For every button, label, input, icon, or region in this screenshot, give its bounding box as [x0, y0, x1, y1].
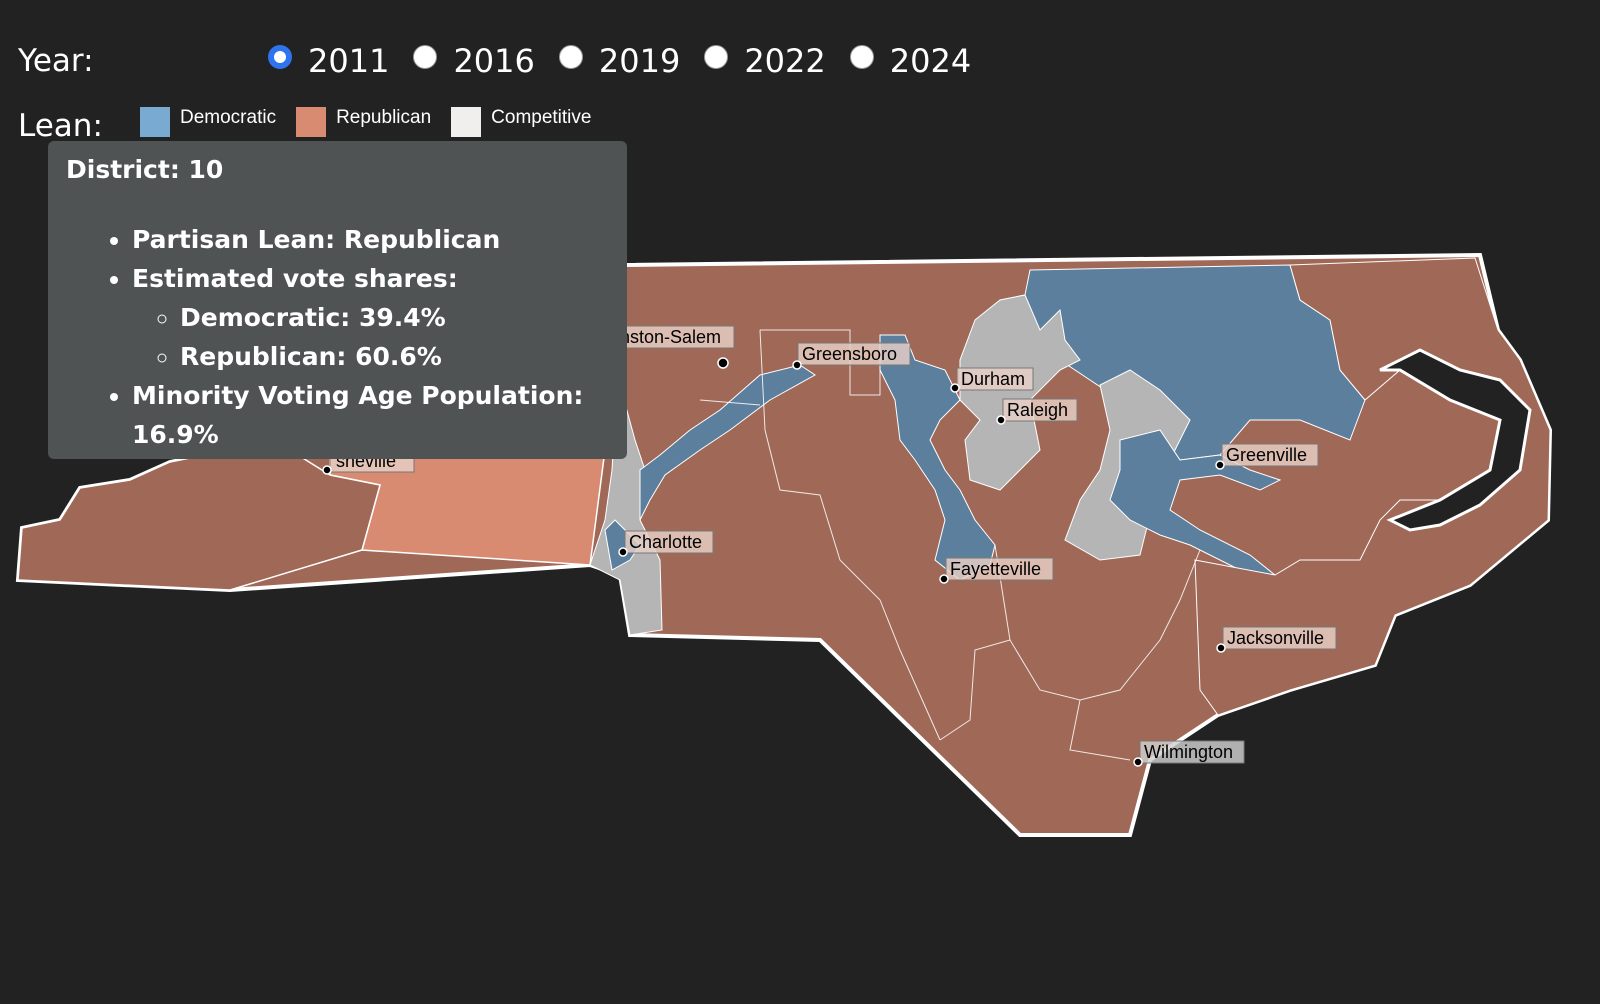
year-selector: Year: 2011 2016 2019 2022 2024 — [18, 42, 995, 80]
city-greensboro: Greensboro — [792, 342, 911, 370]
city-label-fayetteville: Fayetteville — [950, 559, 1041, 579]
tooltip-rep-share: Republican: 60.6% — [180, 337, 609, 376]
lean-legend: Democratic Republican Competitive — [140, 107, 611, 137]
legend-democratic: Democratic — [140, 107, 276, 137]
year-option-2011[interactable]: 2011 — [268, 42, 389, 80]
lean-legend-row: Lean: Democratic Republican Competitive — [18, 107, 611, 144]
year-option-2019[interactable]: 2019 — [558, 42, 680, 80]
legend-republican: Republican — [296, 107, 431, 137]
city-label-charlotte: Charlotte — [629, 532, 702, 552]
lean-label: Lean: — [18, 108, 103, 144]
city-raleigh: Raleigh — [996, 398, 1078, 425]
city-greenville: Greenville — [1215, 443, 1319, 470]
radio-2011[interactable] — [268, 45, 292, 69]
district-borders — [699, 329, 1201, 761]
city-label-raleigh: Raleigh — [1007, 400, 1068, 420]
city-winston-salem: nston-Salem — [615, 325, 735, 369]
city-durham: Durham — [950, 367, 1034, 393]
city-label-winston-salem: nston-Salem — [620, 327, 721, 347]
year-option-2016[interactable]: 2016 — [413, 42, 535, 80]
city-wilmington: Wilmington — [1133, 740, 1245, 767]
year-label: Year: — [18, 43, 94, 79]
tooltip-minority-vap: Minority Voting Age Population: 16.9% — [132, 376, 609, 454]
tooltip-dem-share: Democratic: 39.4% — [180, 298, 609, 337]
city-markers: nston-Salem Greensboro Durham Raleigh Gr… — [322, 325, 1337, 767]
city-label-wilmington: Wilmington — [1144, 742, 1233, 762]
tooltip-shares-label: Estimated vote shares: — [132, 264, 458, 293]
swatch-competitive — [451, 107, 482, 137]
city-jacksonville: Jacksonville — [1216, 626, 1337, 653]
city-label-greenville: Greenville — [1226, 445, 1307, 465]
tooltip-shares: Estimated vote shares: Democratic: 39.4%… — [132, 259, 609, 376]
legend-competitive: Competitive — [451, 107, 591, 137]
year-option-2022[interactable]: 2022 — [704, 42, 826, 80]
tooltip-title: District: 10 — [66, 155, 224, 184]
radio-2016[interactable] — [413, 45, 438, 69]
city-charlotte: Charlotte — [618, 530, 714, 557]
radio-2022[interactable] — [704, 45, 729, 69]
district-tooltip: District: 10 Partisan Lean: Republican E… — [48, 141, 627, 459]
city-label-durham: Durham — [961, 369, 1025, 389]
city-label-greensboro: Greensboro — [802, 344, 897, 364]
radio-2024[interactable] — [849, 45, 874, 69]
tooltip-details: Partisan Lean: Republican Estimated vote… — [66, 220, 609, 454]
year-option-2024[interactable]: 2024 — [849, 42, 971, 80]
pamlico-sound — [1379, 348, 1532, 532]
tooltip-lean: Partisan Lean: Republican — [132, 220, 609, 259]
city-fayetteville: Fayetteville — [939, 557, 1054, 584]
radio-2019[interactable] — [558, 45, 583, 69]
swatch-republican — [296, 107, 327, 137]
city-label-jacksonville: Jacksonville — [1227, 628, 1324, 648]
swatch-democratic — [140, 107, 170, 137]
